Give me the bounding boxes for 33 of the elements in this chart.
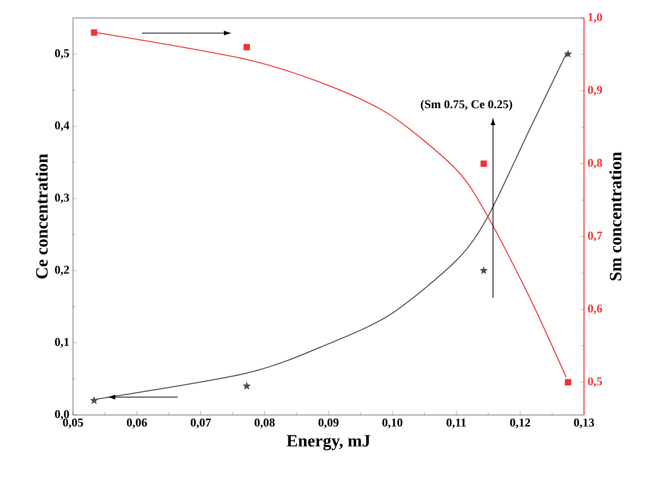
y2-tick-label: 0,8 [588, 158, 602, 169]
x-tick-label: 0,10 [382, 418, 402, 428]
x-tick-label: 0,06 [126, 418, 147, 428]
y-tick-label: 0,3 [54, 194, 70, 204]
y2-tick-label: 0,6 [588, 304, 602, 314]
x-tick-label: 0,11 [446, 418, 466, 428]
x-tick-label: 0,12 [510, 418, 530, 428]
point [90, 396, 98, 404]
y-axis-title: Ce concentration [36, 154, 48, 279]
y2-tick-label: 0,5 [588, 377, 602, 388]
y-tick-label: 0,2 [54, 266, 69, 276]
y-tick-label: 0,0 [54, 410, 70, 420]
x-tick-label: 0,09 [318, 418, 339, 428]
point [480, 266, 488, 274]
annotation: (Sm 0.75, Ce 0.25) [420, 100, 512, 111]
x-tick-label: 0,08 [254, 418, 275, 428]
point [564, 50, 572, 58]
point [90, 29, 98, 36]
point [242, 382, 251, 390]
y2-tick-label: 0,9 [588, 86, 602, 96]
point [244, 44, 250, 50]
y2-tick-label: 1,0 [588, 13, 602, 23]
y-tick-label: 0,5 [54, 49, 70, 59]
y-tick-label: 0,1 [54, 338, 69, 348]
point [564, 379, 572, 386]
y-tick-label: 0,4 [54, 121, 70, 132]
x-axis-title: Energy, mJ [286, 435, 370, 450]
x-tick-label: 0,05 [62, 418, 84, 428]
x-tick-label: 0,13 [574, 418, 594, 428]
point [480, 160, 487, 167]
y2-tick-label: 0,7 [588, 232, 602, 242]
x-tick-label: 0,07 [190, 418, 211, 428]
y2-axis-title: Sm concentration [609, 152, 622, 280]
